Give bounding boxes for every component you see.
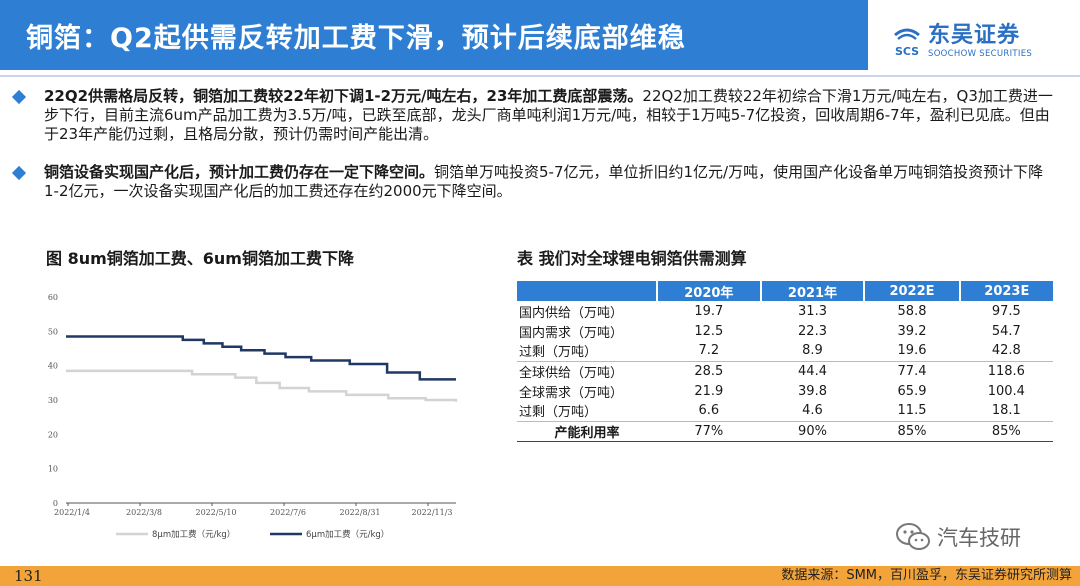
table-cell: 国内供给（万吨） bbox=[519, 305, 624, 321]
table-cell: 6.6 bbox=[698, 403, 720, 419]
table-cell: 85% bbox=[864, 420, 960, 442]
table-cell: 19.7 bbox=[694, 303, 724, 319]
table-cell: 11.5 bbox=[897, 403, 927, 419]
series-8um-line bbox=[66, 369, 458, 402]
table-row: 全球需求（万吨） 21.9 39.8 65.9 100.4 bbox=[517, 381, 1053, 401]
header-divider bbox=[0, 75, 1080, 77]
bullet-2-text: 铜箔单万吨投资5-7亿元，单位折旧约1亿元/万吨，使用国产化设备单万吨铜箔投资预… bbox=[44, 163, 1044, 200]
table-cell: 产能利用率 bbox=[517, 420, 657, 442]
bullet-point-1: 22Q2供需格局反转，铜箔加工费较22年初下调1-2万元/吨左右，23年加工费底… bbox=[11, 87, 1072, 144]
data-source: 数据来源：SMM，百川盈孚，东吴证券研究所测算 bbox=[781, 568, 1072, 583]
table-row: 过剩（万吨） 7.2 8.9 19.6 42.8 bbox=[517, 341, 1053, 361]
table-cell: 21.9 bbox=[694, 383, 724, 399]
y-tick-label: 10 bbox=[48, 465, 58, 474]
table-cell: 85% bbox=[959, 420, 1053, 442]
x-tick-label: 2022/11/3 bbox=[411, 508, 452, 517]
watermark-text: 汽车技研 bbox=[937, 526, 1021, 550]
company-logo: SCS 东吴证券 SOOCHOW SECURITIES bbox=[892, 20, 1072, 64]
table-row: 国内供给（万吨） 19.7 31.3 58.8 97.5 bbox=[517, 301, 1053, 321]
x-tick-label: 2022/5/10 bbox=[195, 508, 236, 517]
table-row: 全球供给（万吨） 28.5 44.4 77.4 118.6 bbox=[517, 360, 1053, 381]
table-cell: 100.4 bbox=[987, 383, 1025, 399]
legend-label: 6μm加工费（元/kg） bbox=[306, 529, 389, 540]
table-cell: 28.5 bbox=[657, 360, 761, 381]
x-tick-label: 2022/7/6 bbox=[270, 508, 306, 517]
table-header-cell: 2021年 bbox=[759, 281, 865, 301]
table-header-cell: 2022E bbox=[863, 281, 960, 301]
table-header-cell: 2020年 bbox=[656, 281, 761, 301]
table-cell: 全球需求（万吨） bbox=[519, 385, 624, 401]
table-cell: 39.8 bbox=[798, 383, 827, 399]
y-tick-label: 30 bbox=[48, 396, 58, 405]
table-cell: 过剩（万吨） bbox=[519, 345, 598, 361]
table-cell: 118.6 bbox=[959, 360, 1053, 381]
table-cell: 58.8 bbox=[897, 303, 927, 319]
table-row: 过剩（万吨） 6.6 4.6 11.5 18.1 bbox=[517, 401, 1053, 421]
table-cell: 19.6 bbox=[897, 343, 927, 359]
diamond-bullet-icon bbox=[11, 89, 27, 105]
table-cell: 44.4 bbox=[760, 360, 865, 381]
y-tick-label: 0 bbox=[53, 499, 58, 508]
table-cell: 国内需求（万吨） bbox=[519, 325, 624, 341]
footer-bar: 131 数据来源：SMM，百川盈孚，东吴证券研究所测算 bbox=[0, 566, 1080, 586]
table-cell: 54.7 bbox=[991, 323, 1021, 339]
bullet-1-text: 22Q2加工费较22年初综合下滑1万元/吨左右，Q3加工费进一步下行，目前主流6… bbox=[44, 87, 1053, 143]
series-6um-line bbox=[66, 335, 456, 381]
y-tick-label: 50 bbox=[48, 327, 58, 336]
table-cell: 77.4 bbox=[864, 360, 960, 381]
table-cell: 18.1 bbox=[991, 403, 1021, 419]
table-cell: 8.9 bbox=[802, 343, 823, 359]
x-tick-label: 2022/1/4 bbox=[54, 508, 90, 517]
y-tick-label: 60 bbox=[48, 293, 58, 302]
y-tick-label: 40 bbox=[48, 362, 58, 371]
table-cell: 77% bbox=[657, 420, 761, 442]
table-cell: 4.6 bbox=[802, 403, 823, 419]
table-header-cell bbox=[517, 281, 657, 301]
table-header-row: 2020年 2021年 2022E 2023E bbox=[517, 281, 1053, 301]
bullet-point-2: 铜箔设备实现国产化后，预计加工费仍存在一定下降空间。铜箔单万吨投资5-7亿元，单… bbox=[11, 163, 1072, 201]
page-title: 铜箔：Q2起供需反转加工费下滑，预计后续底部维稳 bbox=[26, 22, 686, 54]
diamond-bullet-icon bbox=[11, 165, 27, 181]
logo-mark-text: SCS bbox=[895, 45, 919, 58]
figure-title: 图 8um铜箔加工费、6um铜箔加工费下降 bbox=[46, 249, 354, 268]
page-number: 131 bbox=[14, 567, 43, 585]
logo-en-text: SOOCHOW SECURITIES bbox=[928, 49, 1033, 59]
table-header-cell: 2023E bbox=[958, 281, 1053, 301]
table-cell: 7.2 bbox=[698, 343, 720, 359]
table-cell: 97.5 bbox=[991, 303, 1021, 319]
table-cell: 90% bbox=[760, 420, 865, 442]
y-tick-label: 20 bbox=[48, 430, 58, 439]
legend-label: 8μm加工费（元/kg） bbox=[152, 529, 235, 540]
title-bar: 铜箔：Q2起供需反转加工费下滑，预计后续底部维稳 bbox=[0, 0, 868, 70]
table-cell: 42.8 bbox=[991, 343, 1021, 359]
table-row: 国内需求（万吨） 12.5 22.3 39.2 54.7 bbox=[517, 321, 1053, 341]
soochow-logo-icon: SCS bbox=[892, 25, 922, 59]
bullet-1-bold: 22Q2供需格局反转，铜箔加工费较22年初下调1-2万元/吨左右，23年加工费底… bbox=[44, 87, 643, 105]
supply-demand-table: 2020年 2021年 2022E 2023E 国内供给（万吨） 19.7 31… bbox=[517, 281, 1053, 442]
table-cell: 22.3 bbox=[798, 323, 827, 339]
table-row: 产能利用率 77% 90% 85% 85% bbox=[517, 420, 1053, 442]
table-cell: 65.9 bbox=[897, 383, 927, 399]
table-cell: 12.5 bbox=[694, 323, 724, 339]
processing-fee-line-chart: 0 10 20 30 40 50 60 2022/1/4 2022/3/8 2022/5/10 20… bbox=[48, 293, 458, 540]
wechat-watermark: 汽车技研 bbox=[895, 522, 1021, 552]
table-title: 表 我们对全球锂电铜箔供需测算 bbox=[517, 249, 747, 268]
x-tick-label: 2022/8/31 bbox=[339, 508, 380, 517]
bullet-2-bold: 铜箔设备实现国产化后，预计加工费仍存在一定下降空间。 bbox=[44, 163, 435, 181]
table-cell: 全球供给（万吨） bbox=[517, 360, 657, 381]
table-cell: 39.2 bbox=[897, 323, 927, 339]
logo-cn-text: 东吴证券 bbox=[928, 23, 1021, 48]
wechat-icon bbox=[895, 522, 931, 552]
x-tick-label: 2022/3/8 bbox=[126, 508, 162, 517]
table-cell: 31.3 bbox=[798, 303, 827, 319]
table-cell: 过剩（万吨） bbox=[519, 405, 598, 421]
